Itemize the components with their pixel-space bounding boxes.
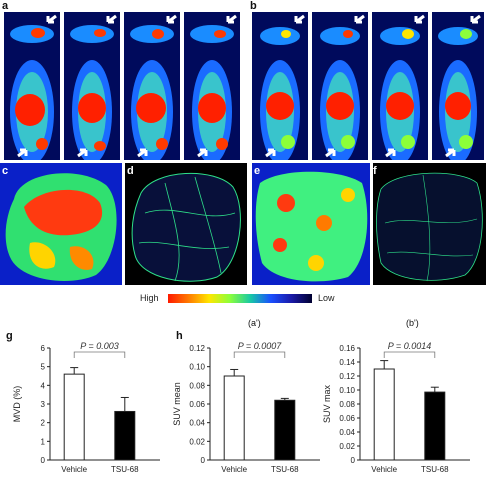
y-tick-label: 0.10 [189,363,205,372]
x-tick-label: TSU-68 [421,465,449,474]
bar-tsu-68 [274,399,296,461]
y-axis-label: MVD (%) [12,386,22,423]
y-tick-label: 0.12 [189,344,205,353]
pet-image-a2 [64,12,120,160]
y-tick-label: 0.16 [339,344,355,353]
panel-label-b: b [250,0,257,12]
panel-label-d: d [127,165,134,177]
y-tick-label: 3 [41,400,46,409]
pet-image-a1 [4,12,60,160]
y-tick-label: 0.10 [339,386,355,395]
subtitle-b-prime: (b') [406,318,419,328]
y-tick-label: 4 [41,381,46,390]
y-axis-label: SUV mean [172,382,182,426]
y-tick-label: 0.08 [189,381,205,390]
y-tick-label: 0 [351,456,356,465]
tumor-heatmap-c [0,163,122,285]
panel-label-c: c [2,165,9,177]
panel-label-a: a [2,0,9,12]
panel-label-h: h [176,330,183,342]
panel-label-e: e [254,165,261,177]
x-tick-label: Vehicle [371,465,397,474]
pet-image-a4 [184,12,240,160]
bar-vehicle [373,368,395,461]
y-tick-label: 6 [41,344,46,353]
pet-image-a3 [124,12,180,160]
y-tick-label: 0 [41,456,46,465]
colorscale-low-label: Low [318,293,335,303]
colorscale-high-label: High [140,293,159,303]
y-tick-label: 5 [41,363,46,372]
vessel-stain-d [125,163,247,285]
bar-tsu-68 [424,391,446,461]
y-tick-label: 0.06 [339,414,355,423]
significance-bracket [233,351,286,358]
significance-bracket [383,351,436,358]
pet-image-b2 [312,12,368,160]
p-value-label: P = 0.003 [80,341,118,351]
p-value-label: P = 0.0014 [388,341,431,351]
vessel-stain-f [373,163,486,285]
y-tick-label: 0.06 [189,400,205,409]
panel-label-g: g [6,330,13,342]
x-tick-label: Vehicle [61,465,87,474]
chart-mvd: 0 1 2 3 4 5 6 MVD (%) Vehicle TSU-68 P = 0.003 [12,341,160,474]
y-tick-label: 0.12 [339,372,355,381]
y-tick-label: 0.04 [189,419,205,428]
tumor-heatmap-e [252,163,370,285]
pet-image-b1 [252,12,308,160]
p-value-label: P = 0.0007 [238,341,282,351]
x-tick-label: TSU-68 [111,465,139,474]
bar-vehicle [63,373,85,461]
pet-image-b4 [432,12,484,160]
y-tick-label: 0.02 [189,437,205,446]
chart-suv-max: 0 0.02 0.04 0.06 0.08 0.10 0.12 0.14 0.16 SUV max… [322,341,470,474]
panel-label-f: f [373,165,377,177]
pet-image-b3 [372,12,428,160]
significance-bracket [73,351,126,358]
y-tick-label: 2 [41,419,46,428]
y-tick-label: 0.02 [339,442,355,451]
y-tick-label: 0.14 [339,358,355,367]
y-axis-label: SUV max [322,384,332,423]
y-tick-label: 0.08 [339,400,355,409]
x-tick-label: TSU-68 [271,465,299,474]
chart-suv-mean: 0 0.02 0.04 0.06 0.08 0.10 0.12 SUV mean Vehicle… [172,341,320,474]
subtitle-a-prime: (a') [248,318,261,328]
y-tick-label: 0 [201,456,206,465]
y-tick-label: 1 [41,437,46,446]
x-tick-label: Vehicle [221,465,247,474]
colorscale-bar [168,294,312,303]
bar-tsu-68 [114,410,136,461]
y-tick-label: 0.04 [339,428,355,437]
bar-vehicle [223,375,245,461]
